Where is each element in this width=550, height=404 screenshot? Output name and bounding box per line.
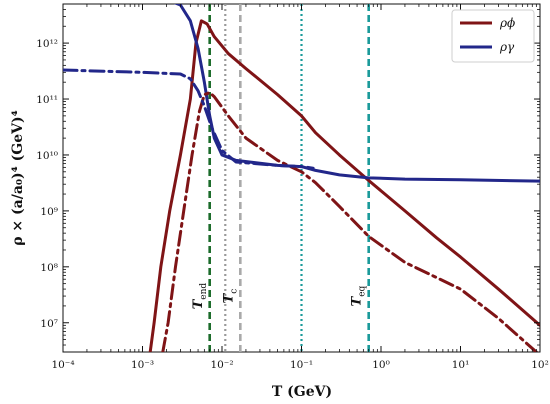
legend: ρϕ ργ [451,9,535,63]
x-axis-label: T (GeV) [272,384,332,400]
y-tick-label: 10⁹ [40,206,58,218]
y-tick-label: 10¹² [36,38,58,50]
y-tick-label: 10⁸ [40,262,58,274]
x-tick-label: 10⁰ [372,359,390,371]
x-tick-label: 10¹ [452,359,470,371]
y-tick-label: 10¹⁰ [36,150,58,162]
series-line-3-dashdot [63,68,315,170]
x-tick-label: 10² [531,359,549,371]
x-tick-label: 10⁻³ [131,359,154,371]
legend-label-rho-gamma: ργ [499,40,515,54]
plot-area: 10⁻⁴ 10⁻³ 10⁻² 10⁻¹ 10⁰ 10¹ 10² 10⁷ 10⁸ 10⁹ 10¹⁰ 10… [36,3,549,371]
vertical-line-labels: Tend Tc Teq [191,283,367,310]
x-tick-label: 10⁻¹ [290,359,313,371]
legend-box [451,9,535,63]
series-line-0-solid [148,19,540,352]
x-tick-label: 10⁻⁴ [51,359,74,371]
legend-label-rho-phi: ρϕ [499,16,515,30]
vline-label-end: Tend [191,283,209,310]
series-line-2-dashdot [161,91,538,352]
axis-ticks: 10⁻⁴ 10⁻³ 10⁻² 10⁻¹ 10⁰ 10¹ 10² 10⁷ 10⁸ 10⁹ 10¹⁰ 10… [36,3,549,371]
y-axis-label: ρ × (a/a₀)⁴ (GeV)⁴ [10,110,26,246]
x-tick-label: 10⁻² [210,359,233,371]
vline-label-c: Tc [221,289,239,304]
vline-label-eq: Teq [349,285,367,306]
y-tick-label: 10⁷ [40,318,58,330]
y-tick-label: 10¹¹ [36,94,58,106]
